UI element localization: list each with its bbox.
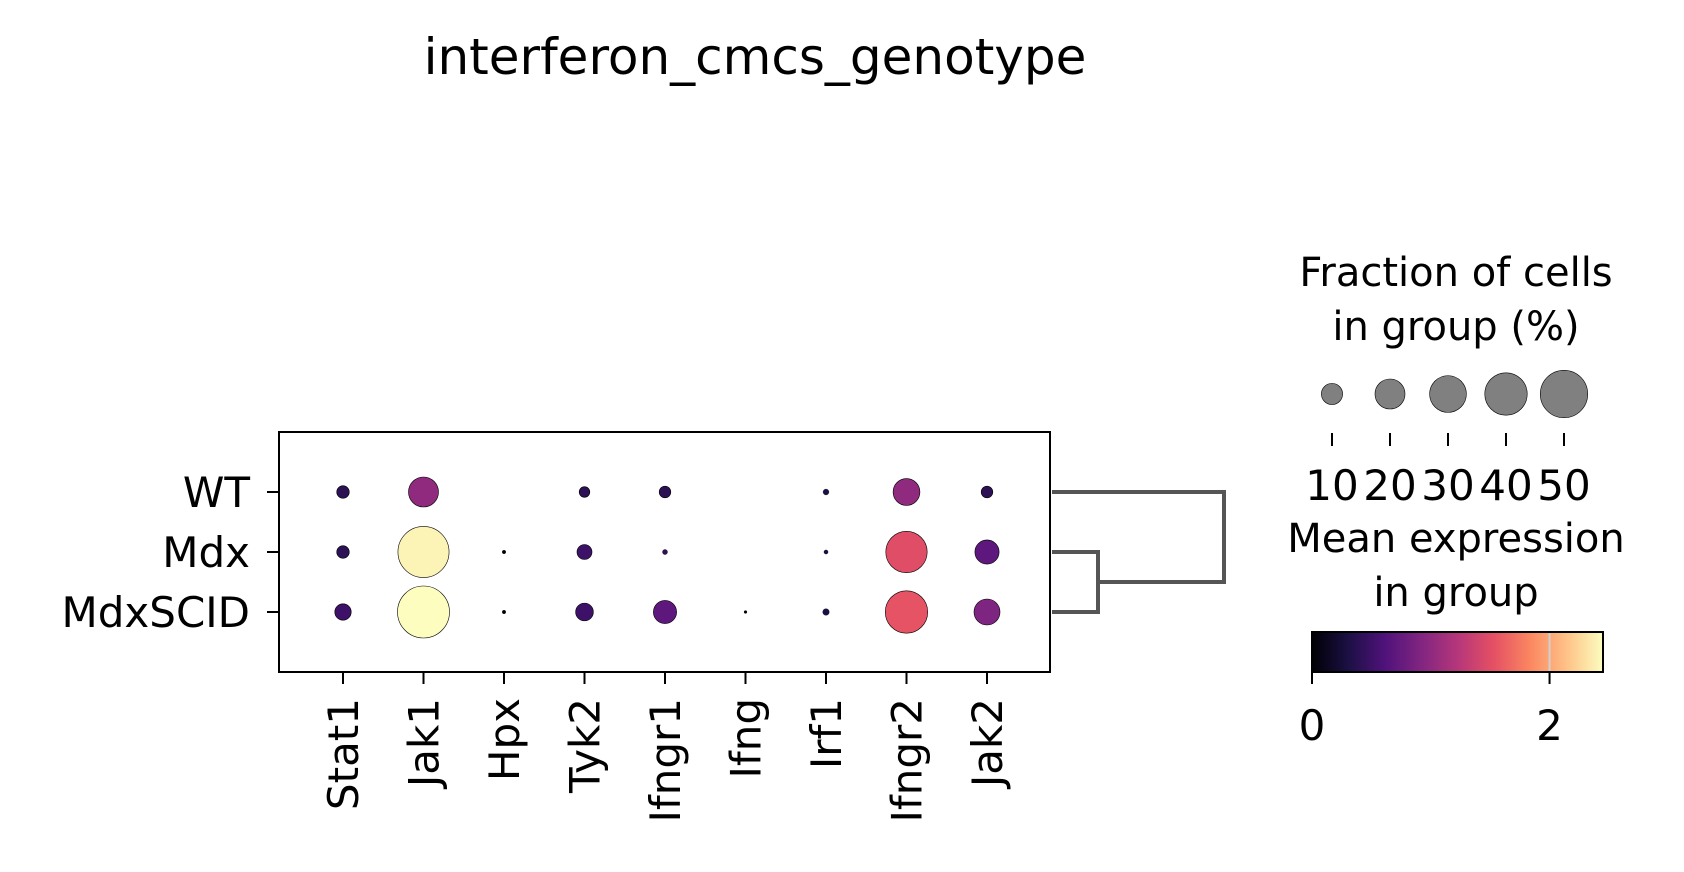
size-legend-label: 10 xyxy=(1305,461,1358,510)
dot-WT-Ifngr1 xyxy=(658,485,672,499)
gene-label: Hpx xyxy=(480,698,529,781)
dot-Mdx-Jak2 xyxy=(974,539,1000,565)
dendrogram xyxy=(1052,490,1226,614)
dot-WT-Jak2 xyxy=(980,485,994,499)
gene-label: Irf1 xyxy=(802,698,851,769)
size-legend-label: 30 xyxy=(1421,461,1474,510)
size-legend-label: 40 xyxy=(1479,461,1532,510)
size-legend-title-line1: Fraction of cells xyxy=(1299,250,1612,296)
gene-label: Stat1 xyxy=(319,698,368,810)
size-legend-label: 50 xyxy=(1537,461,1590,510)
dot-MdxSCID-Ifngr1 xyxy=(653,600,677,624)
colorbar-tick-label: 2 xyxy=(1536,701,1563,750)
size-legend-items: 10 20 30 40 50 xyxy=(1305,369,1591,510)
gene-label: Ifng xyxy=(722,698,771,778)
size-legend-dot xyxy=(1539,369,1589,419)
chart-title: interferon_cmcs_genotype xyxy=(424,28,1087,86)
size-legend-dot xyxy=(1321,383,1343,405)
group-label: Mdx xyxy=(162,528,250,577)
dot-WT-Irf1 xyxy=(822,488,830,496)
dot-MdxSCID-Ifngr2 xyxy=(884,590,929,634)
gene-label: Jak2 xyxy=(963,698,1012,790)
size-legend-dot xyxy=(1429,375,1467,413)
color-legend-title-line2: in group xyxy=(1373,570,1538,616)
colorbar xyxy=(1311,631,1604,673)
dot-Mdx-Ifngr1 xyxy=(662,549,668,555)
group-label: WT xyxy=(183,468,251,517)
size-legend-dot xyxy=(1484,372,1528,416)
dendrogram-branch-mdx-mdxscid xyxy=(1052,550,1100,614)
dot-MdxSCID-Irf1 xyxy=(822,608,830,616)
dot-WT-Tyk2 xyxy=(578,486,591,498)
dot-MdxSCID-Stat1 xyxy=(334,603,352,621)
dot-WT-Stat1 xyxy=(336,485,350,499)
dot-marks xyxy=(334,476,1001,639)
size-legend-label: 20 xyxy=(1363,461,1416,510)
gene-label: Ifngr2 xyxy=(883,698,932,822)
dot-WT-Ifngr2 xyxy=(892,478,921,506)
size-legend-title-line2: in group (%) xyxy=(1332,304,1579,350)
dendrogram-branch-root xyxy=(1052,490,1226,584)
dot-Mdx-Irf1 xyxy=(823,549,829,555)
gene-label: Ifngr1 xyxy=(641,698,690,822)
dot-MdxSCID-Tyk2 xyxy=(575,602,594,622)
dot-Mdx-Stat1 xyxy=(336,545,350,559)
dot-MdxSCID-Jak1 xyxy=(397,585,450,639)
group-axis-labels: WT Mdx MdxSCID xyxy=(62,468,279,637)
gene-label: Tyk2 xyxy=(561,698,610,794)
dot-MdxSCID-Ifng xyxy=(743,610,748,614)
dot-Mdx-Ifngr2 xyxy=(885,531,928,573)
dot-MdxSCID-Hpx xyxy=(502,610,506,614)
dot-Mdx-Jak1 xyxy=(397,526,450,578)
color-legend-title-line1: Mean expression xyxy=(1287,516,1624,562)
dot-Mdx-Hpx xyxy=(502,550,506,554)
gene-label: Jak1 xyxy=(400,698,449,790)
colorbar-tick-label: 0 xyxy=(1299,701,1326,750)
size-legend-dot xyxy=(1374,378,1406,410)
dot-Mdx-Tyk2 xyxy=(576,544,593,560)
size-legend: Fraction of cells in group (%) 10 20 30 40 5… xyxy=(1299,250,1612,510)
dot-WT-Jak1 xyxy=(408,476,439,508)
dot-MdxSCID-Jak2 xyxy=(973,598,1001,626)
gene-axis-labels: Stat1 Jak1 Hpx Tyk2 Ifngr1 Ifng Irf1 Ifngr2 Jak2 xyxy=(319,672,1012,822)
group-label: MdxSCID xyxy=(62,588,250,637)
